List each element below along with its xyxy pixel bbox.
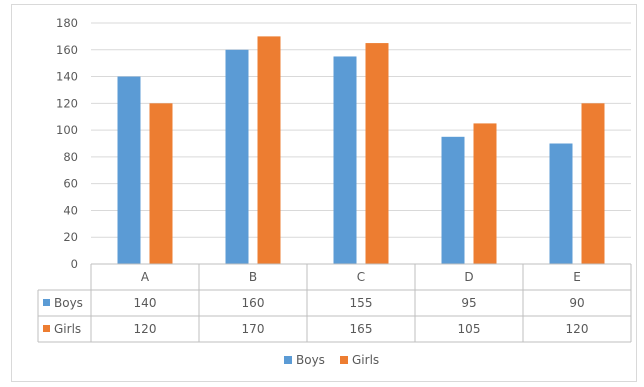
table-legend-key [43,325,50,332]
y-tick-label: 80 [63,150,78,164]
table-cell-value: 170 [242,322,265,336]
category-label: A [141,270,150,284]
data-table: A B C D E Boys 140 160 155 95 90 Girls 120 170 165 105 1… [37,263,632,343]
bars [117,36,605,265]
y-axis-tick-labels: 0 20 40 60 80 100 120 140 160 180 [56,16,78,271]
table-cell-value: 95 [461,296,476,310]
bar-girls-b [257,36,281,265]
legend[interactable]: Boys Girls [284,353,379,367]
category-label: B [249,270,257,284]
chart-frame [11,4,637,382]
bar-boys-e [549,143,573,264]
bar-boys-b [225,49,249,265]
y-tick-label: 160 [56,43,78,57]
y-tick-label: 100 [56,123,78,137]
y-tick-label: 120 [56,96,78,110]
category-label: C [357,270,365,284]
table-legend-key [43,299,50,306]
y-tick-label: 140 [56,70,78,84]
bar-girls-a [149,103,173,264]
table-series-label: Boys [54,296,83,310]
table-cell-value: 120 [566,322,589,336]
bar-girls-e [581,103,605,264]
y-tick-label: 40 [63,203,78,217]
bar-girls-c [365,43,389,265]
y-tick-label: 0 [71,257,78,271]
table-cell-value: 105 [458,322,481,336]
table-cell-value: 120 [134,322,157,336]
y-tick-label: 180 [56,16,78,30]
bar-boys-c [333,56,357,264]
table-cell-value: 165 [350,322,373,336]
table-cell-value: 140 [134,296,157,310]
table-cell-value: 155 [350,296,373,310]
table-cell-value: 160 [242,296,265,310]
category-label: D [464,270,473,284]
gridlines [91,22,631,238]
table-cell-value: 90 [569,296,584,310]
bar-boys-d [441,136,465,264]
y-tick-label: 60 [63,177,78,191]
category-label: E [573,270,581,284]
legend-label-boys[interactable]: Boys [296,353,325,367]
bar-boys-a [117,76,141,264]
bar-girls-d [473,123,497,265]
y-tick-label: 20 [63,230,78,244]
legend-key-boys[interactable] [284,356,292,364]
legend-key-girls[interactable] [340,356,348,364]
table-series-label: Girls [54,322,81,336]
legend-label-girls[interactable]: Girls [352,353,379,367]
